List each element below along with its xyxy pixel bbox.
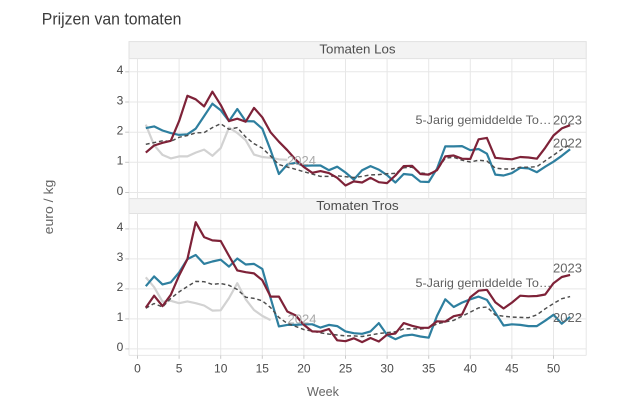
svg-text:2024: 2024 <box>288 311 317 326</box>
svg-text:20: 20 <box>297 362 311 376</box>
svg-text:2022: 2022 <box>553 310 582 325</box>
svg-text:3: 3 <box>117 93 124 107</box>
svg-text:5-Jarig gemiddelde To…: 5-Jarig gemiddelde To… <box>416 113 552 127</box>
svg-text:30: 30 <box>380 362 394 376</box>
svg-text:2022: 2022 <box>553 135 582 150</box>
svg-text:50: 50 <box>547 362 561 376</box>
svg-text:15: 15 <box>256 362 270 376</box>
svg-text:4: 4 <box>117 220 124 234</box>
svg-text:Tomaten Los: Tomaten Los <box>319 41 396 56</box>
svg-text:0: 0 <box>117 184 124 198</box>
svg-text:Prijzen van tomaten: Prijzen van tomaten <box>42 11 182 29</box>
svg-text:Week: Week <box>307 384 339 399</box>
svg-text:2023: 2023 <box>553 112 582 127</box>
svg-text:5-Jarig gemiddelde To…: 5-Jarig gemiddelde To… <box>416 276 552 290</box>
svg-text:10: 10 <box>214 362 228 376</box>
svg-text:1: 1 <box>117 310 124 324</box>
svg-text:0: 0 <box>117 340 124 354</box>
svg-text:4: 4 <box>117 63 124 77</box>
svg-text:25: 25 <box>339 362 353 376</box>
svg-text:40: 40 <box>464 362 478 376</box>
svg-text:3: 3 <box>117 250 124 264</box>
svg-text:2: 2 <box>117 124 124 138</box>
svg-text:0: 0 <box>134 362 141 376</box>
svg-text:2024: 2024 <box>287 153 316 168</box>
svg-text:1: 1 <box>117 154 124 168</box>
svg-text:Tomaten Tros: Tomaten Tros <box>316 198 399 213</box>
svg-text:35: 35 <box>422 362 436 376</box>
svg-text:2: 2 <box>117 280 124 294</box>
svg-text:euro / kg: euro / kg <box>41 180 56 235</box>
svg-text:5: 5 <box>176 362 183 376</box>
svg-text:2023: 2023 <box>553 260 582 275</box>
svg-text:45: 45 <box>505 362 519 376</box>
